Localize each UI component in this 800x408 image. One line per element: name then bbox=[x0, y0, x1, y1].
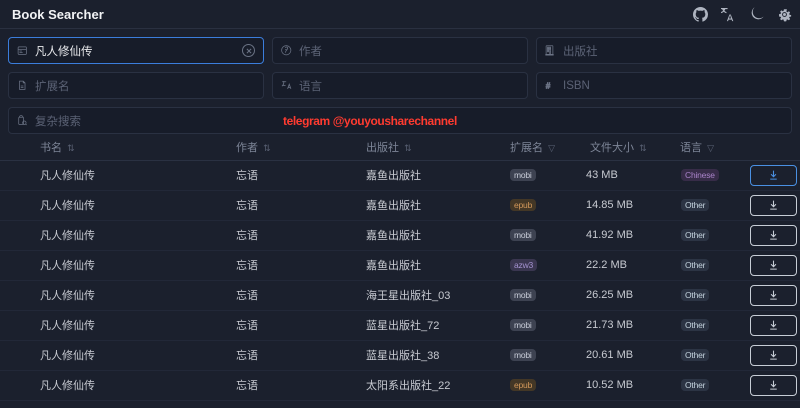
svg-text:#: # bbox=[546, 81, 551, 90]
